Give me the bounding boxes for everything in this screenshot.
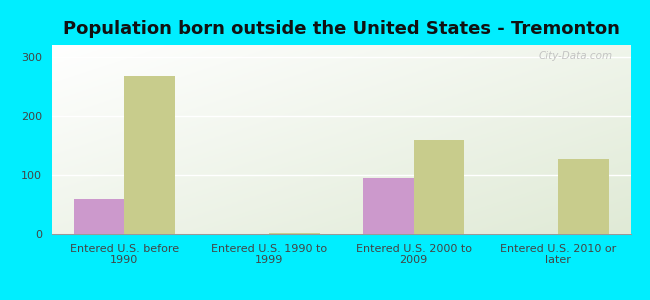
Bar bbox=[124, 76, 175, 234]
Bar bbox=[413, 140, 464, 234]
Bar bbox=[558, 159, 609, 234]
Bar bbox=[269, 233, 320, 234]
Bar bbox=[363, 178, 413, 234]
Text: City-Data.com: City-Data.com bbox=[539, 51, 613, 61]
Title: Population born outside the United States - Tremonton: Population born outside the United State… bbox=[63, 20, 619, 38]
Bar bbox=[73, 199, 124, 234]
